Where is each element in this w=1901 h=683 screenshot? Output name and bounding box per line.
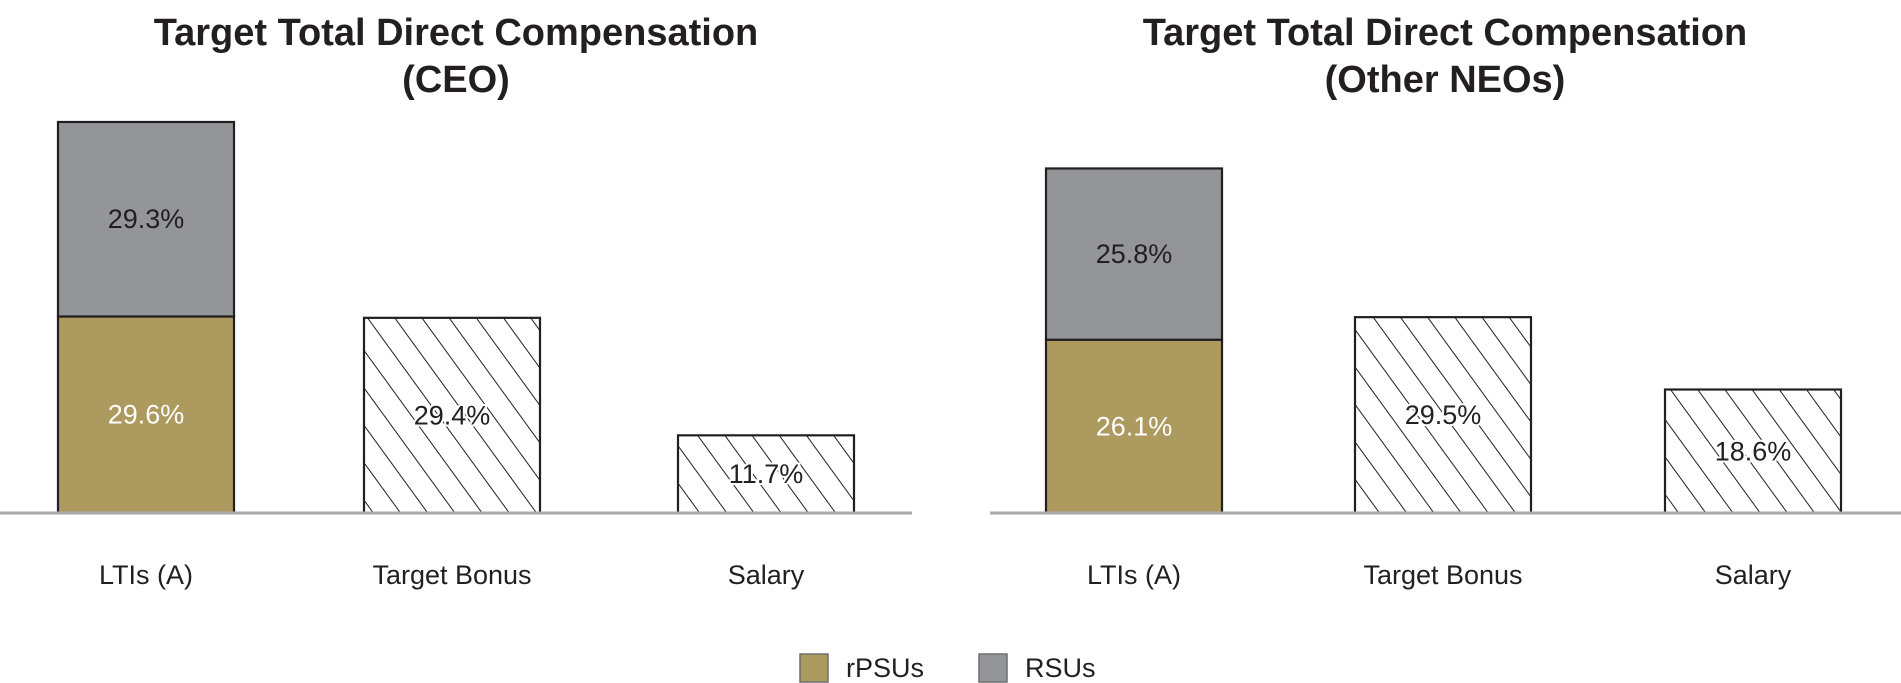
chart-title-line-2: (CEO)	[402, 59, 510, 101]
data-label: 29.4%	[414, 400, 491, 430]
bar-segment-rsu	[56, 120, 236, 318]
charts-layer: Target Total Direct Compensation (CEO) 29.…	[0, 12, 1901, 590]
legend-swatch	[978, 653, 1008, 683]
category-label: Salary	[1715, 560, 1792, 590]
data-label: 25.8%	[1096, 239, 1173, 269]
legend-label: RSUs	[1025, 653, 1096, 683]
bar-segment-hatched	[1353, 316, 1533, 515]
data-label: 18.6%	[1715, 436, 1792, 466]
category-label: LTIs (A)	[1087, 560, 1181, 590]
bar-1: 26.1% 25.8%	[1044, 167, 1224, 515]
legend-swatch	[799, 653, 829, 683]
bar-segment-hatched	[362, 316, 542, 515]
legend-item-rpsu: rPSUs	[799, 653, 924, 683]
data-label: 29.6%	[108, 400, 185, 430]
data-label: 11.7%	[729, 459, 804, 489]
data-label: 29.3%	[108, 204, 185, 234]
chart-title-line-2: (Other NEOs)	[1325, 59, 1566, 101]
bar-1: 29.6% 29.3%	[56, 120, 236, 515]
category-label: Salary	[728, 560, 805, 590]
chart-panel-1: Target Total Direct Compensation (CEO) 29.…	[0, 12, 912, 590]
bar-3: 11.7%	[676, 434, 856, 515]
bar-2: 29.4%	[362, 316, 542, 515]
category-label: Target Bonus	[1363, 560, 1522, 590]
chart-title-line-1: Target Total Direct Compensation	[154, 12, 759, 54]
bar-segment-rpsu	[1044, 338, 1224, 515]
category-label: LTIs (A)	[99, 560, 193, 590]
bar-segment-hatched	[1663, 388, 1843, 515]
bar-3: 18.6%	[1663, 388, 1843, 515]
data-label: 29.5%	[1405, 400, 1482, 430]
bar-segment-rsu	[1044, 167, 1224, 341]
bar-segment-rpsu	[56, 315, 236, 515]
data-label: 26.1%	[1096, 411, 1173, 441]
chart-title-line-1: Target Total Direct Compensation	[1143, 12, 1748, 54]
legend-label: rPSUs	[846, 653, 924, 683]
legend: rPSUs RSUs	[799, 653, 1096, 683]
bar-segment-hatched	[676, 434, 856, 515]
chart-panel-2: Target Total Direct Compensation (Other N…	[990, 12, 1901, 590]
category-label: Target Bonus	[372, 560, 531, 590]
bar-2: 29.5%	[1353, 316, 1533, 515]
legend-item-rsu: RSUs	[978, 653, 1096, 683]
